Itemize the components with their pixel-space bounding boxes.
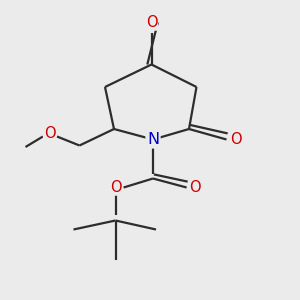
Text: O: O <box>146 15 157 30</box>
Text: O: O <box>110 180 121 195</box>
Text: O: O <box>230 132 241 147</box>
Text: O: O <box>44 126 55 141</box>
Text: N: N <box>147 132 159 147</box>
Text: O: O <box>189 180 201 195</box>
